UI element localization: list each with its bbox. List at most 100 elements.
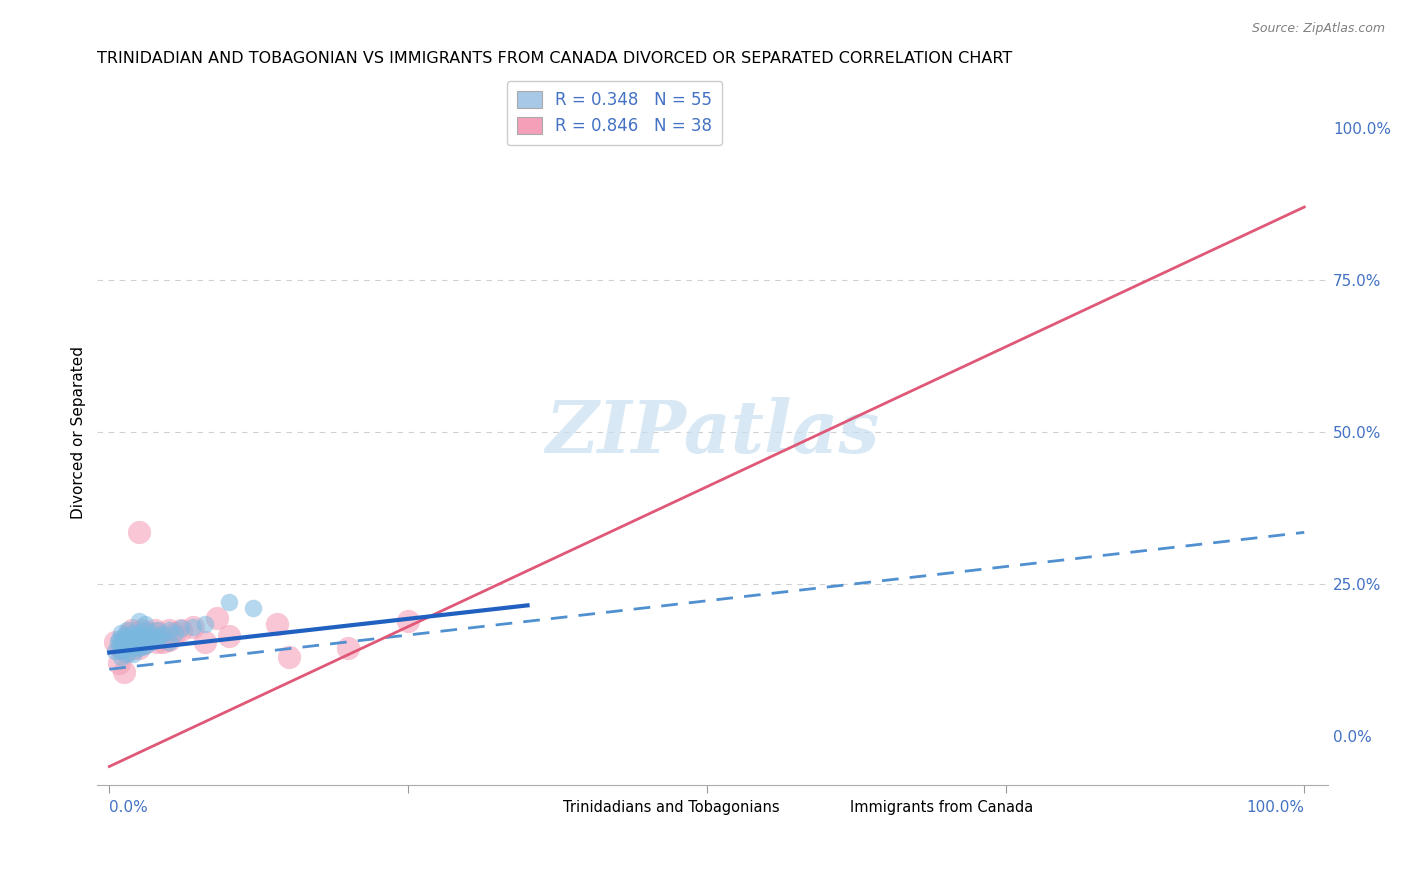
Point xyxy=(143,632,166,646)
Point xyxy=(170,621,193,635)
Point xyxy=(118,629,141,643)
Point xyxy=(128,640,150,655)
Point xyxy=(218,595,240,609)
Point xyxy=(146,623,169,637)
Point xyxy=(112,640,135,655)
Point xyxy=(157,635,180,649)
Point xyxy=(181,620,204,634)
Point xyxy=(122,633,145,648)
Point xyxy=(134,635,156,649)
Point xyxy=(128,614,150,628)
Point xyxy=(112,629,135,643)
Point xyxy=(110,635,132,649)
Point xyxy=(115,635,138,649)
Point xyxy=(152,635,174,649)
Point xyxy=(114,644,136,658)
Point xyxy=(157,623,180,637)
Point xyxy=(115,623,138,637)
Point xyxy=(136,629,159,643)
Point xyxy=(108,632,131,646)
Point xyxy=(132,639,155,653)
Point xyxy=(134,623,156,637)
Point xyxy=(146,625,169,640)
Point xyxy=(107,635,129,649)
Point xyxy=(132,629,155,643)
Point xyxy=(125,632,148,646)
Point xyxy=(139,635,162,649)
Point xyxy=(108,656,131,670)
Point xyxy=(104,644,127,658)
Point xyxy=(194,616,217,631)
Point xyxy=(110,625,132,640)
Point xyxy=(128,640,150,655)
Point xyxy=(205,610,228,624)
Point xyxy=(146,632,169,646)
Point xyxy=(132,632,155,646)
Point xyxy=(120,638,142,652)
Point xyxy=(128,525,150,540)
Point xyxy=(124,629,146,643)
Point xyxy=(146,635,169,649)
Point xyxy=(129,635,152,649)
Text: Immigrants from Canada: Immigrants from Canada xyxy=(851,800,1033,815)
Point xyxy=(134,629,156,643)
Point xyxy=(134,632,156,646)
Point xyxy=(115,647,138,661)
Point xyxy=(112,635,135,649)
Text: Source: ZipAtlas.com: Source: ZipAtlas.com xyxy=(1251,22,1385,36)
Point xyxy=(115,639,138,653)
Point xyxy=(128,633,150,648)
Point xyxy=(122,647,145,661)
Text: ZIPatlas: ZIPatlas xyxy=(546,397,880,467)
Point xyxy=(120,625,142,640)
Point xyxy=(122,625,145,640)
Point xyxy=(163,625,186,640)
Point xyxy=(148,629,170,643)
Point xyxy=(122,640,145,655)
Point xyxy=(139,625,162,640)
Text: 0.0%: 0.0% xyxy=(110,800,148,815)
Point xyxy=(110,640,132,655)
Text: 100.0%: 100.0% xyxy=(1246,800,1305,815)
Point xyxy=(396,614,419,628)
FancyBboxPatch shape xyxy=(827,797,856,808)
Point xyxy=(163,625,186,640)
Point xyxy=(110,650,132,665)
Point xyxy=(136,625,159,640)
Point xyxy=(110,644,132,658)
Point xyxy=(121,635,143,649)
Point xyxy=(128,632,150,646)
Point xyxy=(131,623,153,637)
Point xyxy=(115,632,138,646)
Point xyxy=(143,623,166,637)
Point xyxy=(127,639,149,653)
Point xyxy=(114,632,136,646)
Point xyxy=(337,640,360,655)
Y-axis label: Divorced or Separated: Divorced or Separated xyxy=(72,345,86,518)
Point xyxy=(218,629,240,643)
Point xyxy=(157,633,180,648)
Point xyxy=(112,665,135,680)
Point xyxy=(124,635,146,649)
FancyBboxPatch shape xyxy=(522,797,551,808)
Legend: R = 0.348   N = 55, R = 0.846   N = 38: R = 0.348 N = 55, R = 0.846 N = 38 xyxy=(506,80,721,145)
Point xyxy=(139,629,162,643)
Text: Trinidadians and Tobagonians: Trinidadians and Tobagonians xyxy=(564,800,780,815)
Point xyxy=(108,638,131,652)
Point xyxy=(194,635,217,649)
Point xyxy=(152,627,174,641)
Point xyxy=(125,625,148,640)
Point xyxy=(104,635,127,649)
Point xyxy=(134,639,156,653)
Point xyxy=(121,623,143,637)
Point xyxy=(117,629,139,643)
Point xyxy=(134,616,156,631)
Point xyxy=(181,620,204,634)
Point xyxy=(242,601,264,615)
Text: TRINIDADIAN AND TOBAGONIAN VS IMMIGRANTS FROM CANADA DIVORCED OR SEPARATED CORRE: TRINIDADIAN AND TOBAGONIAN VS IMMIGRANTS… xyxy=(97,51,1012,66)
Point xyxy=(277,650,299,665)
Point xyxy=(122,640,145,655)
Point xyxy=(120,632,142,646)
Point xyxy=(148,629,170,643)
Point xyxy=(170,623,193,637)
